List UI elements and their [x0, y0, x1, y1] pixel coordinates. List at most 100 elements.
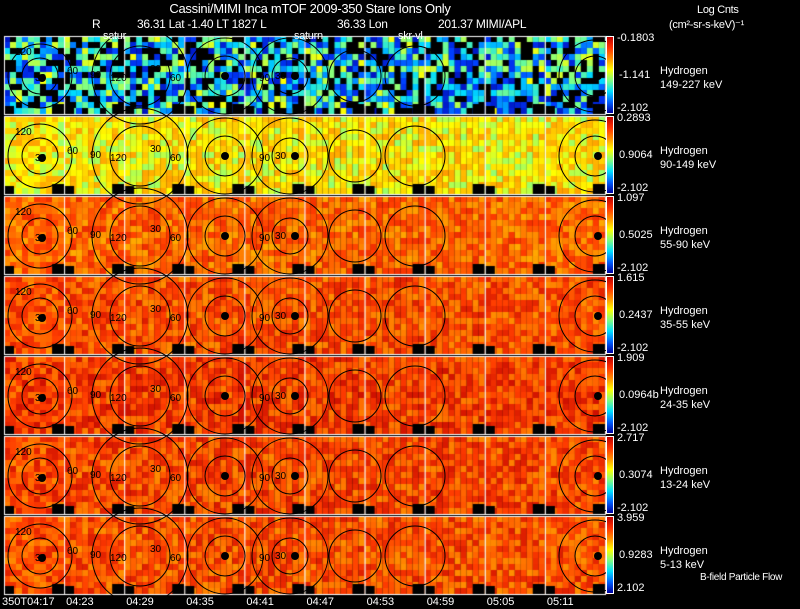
contour-line	[186, 357, 264, 435]
colorbar-mid: 0.3074	[619, 469, 653, 481]
contour-line	[91, 187, 189, 285]
colorbar-max: 2.717	[617, 432, 645, 444]
species-label: Hydrogen	[660, 545, 708, 557]
planet-marker	[38, 154, 46, 162]
row-label: Hydrogen 5-13 keV	[660, 544, 708, 572]
footer-note: B-field Particle Flow	[700, 572, 783, 583]
contour-line	[574, 375, 616, 417]
units-line-1: Log Cnts	[697, 4, 739, 16]
contour-line	[384, 125, 446, 187]
planet-marker	[38, 394, 46, 402]
contour-line	[251, 357, 329, 435]
contour-line	[574, 535, 616, 577]
contour-label: 30	[275, 471, 287, 482]
row-label: Hydrogen 55-90 keV	[660, 224, 710, 252]
contour-label: 30	[275, 231, 287, 242]
colorbar	[606, 276, 614, 354]
contour-line	[251, 197, 329, 275]
contour-line	[558, 519, 620, 593]
contour-line	[271, 137, 309, 175]
contour-label: 120	[15, 527, 32, 538]
planet-marker	[38, 474, 46, 482]
contour-line	[21, 57, 59, 95]
contour-line	[328, 129, 382, 183]
contour-label: 30	[275, 71, 287, 82]
contour-line	[7, 523, 73, 589]
colorbar-min: -2.102	[617, 182, 649, 194]
contour-line	[204, 375, 246, 417]
contour-line	[186, 437, 264, 515]
planet-marker	[38, 234, 46, 242]
colorbar-mid: 0.9064	[619, 149, 653, 161]
planet-marker	[221, 552, 229, 560]
contour-line	[384, 205, 446, 267]
energy-label: 5-13 keV	[660, 559, 705, 571]
planet-marker	[594, 392, 602, 400]
colorbar-mid: -1.141	[619, 69, 651, 81]
contour-label: 30	[35, 153, 47, 164]
contour-line	[91, 267, 189, 365]
contour-label: 60	[170, 473, 182, 484]
x-tick-label: 04:53	[366, 596, 395, 608]
energy-label: 24-35 keV	[660, 399, 711, 411]
contour-label: 60	[170, 233, 182, 244]
x-tick-label: 350T04:17	[2, 596, 55, 608]
contour-label: 90	[90, 550, 102, 561]
contour-label: 90	[259, 473, 271, 484]
planet-marker	[38, 554, 46, 562]
contour-line	[574, 295, 616, 337]
planet-marker	[291, 312, 299, 320]
colorbar	[606, 116, 614, 194]
contour-label: 30	[35, 393, 47, 404]
planet-marker	[594, 72, 602, 80]
planet-marker	[221, 472, 229, 480]
contour-line	[328, 289, 382, 343]
x-tick-label: 04:59	[426, 596, 455, 608]
contour-label: 30	[150, 64, 162, 75]
contour-line	[574, 455, 616, 497]
overlay-label-saturn: saturn	[294, 30, 323, 42]
contour-line	[204, 215, 246, 257]
contour-label: 60	[67, 66, 79, 77]
contour-label: 60	[67, 306, 79, 317]
contour-label: 120	[15, 207, 32, 218]
contour-line	[204, 455, 246, 497]
contour-label: 60	[170, 313, 182, 324]
contour-line	[328, 49, 382, 103]
contour-label: 90	[90, 150, 102, 161]
contour-label: 60	[170, 553, 182, 564]
contour-line	[271, 457, 309, 495]
contour-label: 120	[110, 473, 127, 484]
contour-label: 90	[90, 470, 102, 481]
contour-label: 120	[110, 153, 127, 164]
colorbar-max: 1.615	[617, 272, 645, 284]
contour-label: 60	[170, 393, 182, 404]
contour-line	[91, 347, 189, 445]
contour-line	[109, 125, 171, 187]
colorbar	[606, 356, 614, 434]
contour-line	[7, 363, 73, 429]
contour-line	[251, 437, 329, 515]
energy-label: 13-24 keV	[660, 479, 711, 491]
contour-label: 90	[259, 153, 271, 164]
colorbar	[606, 436, 614, 514]
x-tick-label: 04:41	[246, 596, 274, 608]
contour-line	[384, 45, 446, 107]
contour-line	[21, 377, 59, 415]
overlay-label-skr: skr-vl	[398, 30, 423, 42]
plot-title: Cassini/MIMI Inca mTOF 2009-350 Stare Io…	[169, 1, 451, 16]
contour-label: 30	[150, 544, 162, 555]
contour-label: 90	[259, 393, 271, 404]
contour-label: 30	[275, 311, 287, 322]
contour-label: 120	[110, 393, 127, 404]
x-tick-label: 05:11	[546, 596, 574, 608]
contour-line	[21, 297, 59, 335]
planet-marker	[38, 74, 46, 82]
contour-label: 90	[90, 230, 102, 241]
contour-label: 30	[150, 304, 162, 315]
contour-line	[271, 217, 309, 255]
contour-label: 60	[170, 153, 182, 164]
contour-line	[204, 535, 246, 577]
colorbar-min: -2.102	[617, 262, 649, 274]
x-tick-label: 04:35	[186, 596, 214, 608]
